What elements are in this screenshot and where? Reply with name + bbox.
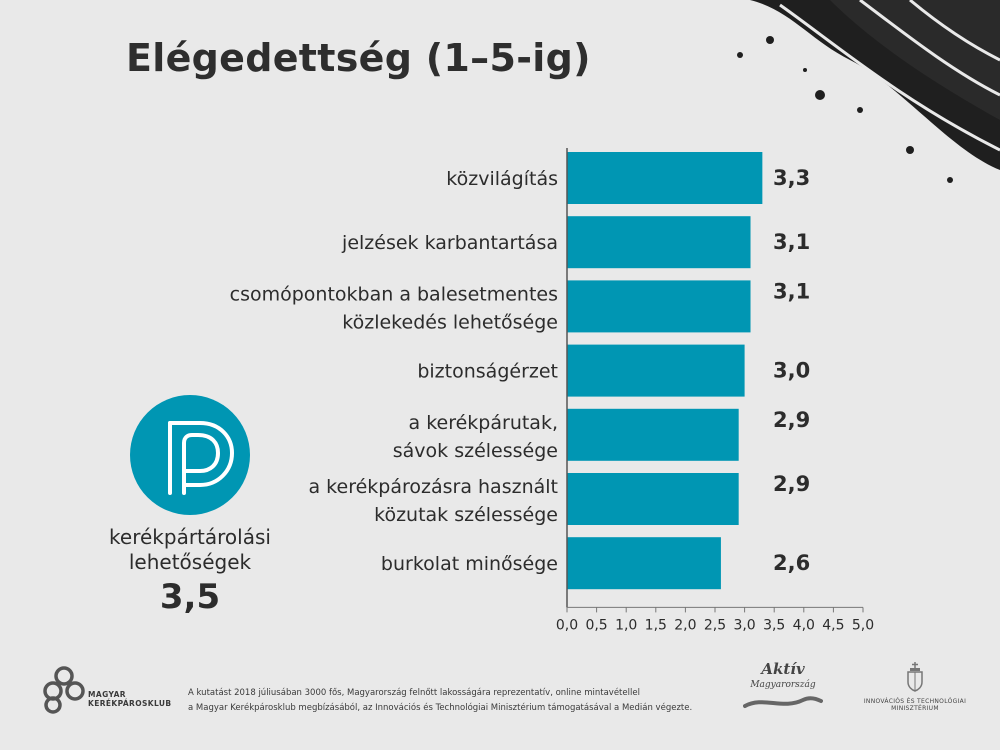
- x-tick-label: 2,5: [704, 617, 726, 633]
- ministry-logo: INNOVÁCIÓS ÉS TECHNOLÓGIAI MINISZTÉRIUM: [860, 662, 970, 712]
- bike-parking-label: kerékpártárolási lehetőségek: [90, 525, 290, 575]
- x-tick-label: 2,0: [674, 617, 696, 633]
- page-title: Elégedettség (1–5-ig): [126, 36, 591, 80]
- bar-value-label: 2,6: [773, 551, 810, 575]
- x-tick-label: 0,5: [585, 617, 607, 633]
- bar: [567, 152, 763, 204]
- survey-note: A kutatást 2018 júliusában 3000 fős, Mag…: [188, 686, 748, 716]
- x-tick-label: 1,5: [645, 617, 667, 633]
- bike-parking-highlight: kerékpártárolási lehetőségek 3,5: [90, 395, 290, 617]
- category-label: közutak szélessége: [374, 504, 558, 526]
- aktiv-swoosh-icon: [743, 696, 823, 708]
- category-label: burkolat minősége: [381, 553, 558, 575]
- x-tick-label: 3,0: [733, 617, 755, 633]
- category-label: közlekedés lehetősége: [342, 311, 558, 333]
- category-label: jelzések karbantartása: [341, 232, 558, 254]
- ministry-name-line: INNOVÁCIÓS ÉS TECHNOLÓGIAI: [863, 698, 967, 705]
- bar: [567, 473, 739, 525]
- survey-note-line: a Magyar Kerékpárosklub megbízásából, az…: [188, 703, 693, 713]
- bar-value-label: 2,9: [773, 408, 810, 432]
- bike-parking-label-line: lehetőségek: [128, 550, 252, 574]
- bar-value-label: 2,9: [773, 472, 810, 496]
- category-label: csomópontokban a balesetmentes: [230, 283, 558, 305]
- bar: [567, 537, 721, 590]
- bar-value-label: 3,3: [773, 166, 810, 190]
- category-label: a kerékpározásra használt: [309, 476, 559, 498]
- kerekparosklub-name: MAGYAR KERÉKPÁROSKLUB: [88, 690, 172, 708]
- x-tick-label: 3,5: [763, 617, 785, 633]
- bar: [567, 280, 751, 333]
- tire-track-decoration: [737, 0, 1000, 183]
- org-line: KERÉKPÁROSKLUB: [88, 699, 172, 708]
- bike-parking-value: 3,5: [159, 577, 221, 617]
- aktiv-title: Aktív: [761, 660, 805, 678]
- bar-value-label: 3,1: [773, 230, 810, 254]
- bar-value-label: 3,0: [773, 359, 810, 383]
- x-tick-label: 5,0: [852, 617, 874, 633]
- aktiv-magyarorszag-logo: Aktív Magyarország: [738, 660, 828, 715]
- bar: [567, 216, 751, 269]
- ministry-name-line: MINISZTÉRIUM: [891, 705, 939, 712]
- x-tick-label: 4,5: [822, 617, 844, 633]
- bar-value-label: 3,1: [773, 279, 810, 303]
- category-label: a kerékpárutak,: [409, 412, 558, 434]
- category-label: biztonságérzet: [417, 361, 558, 383]
- parking-icon: [130, 395, 250, 515]
- ministry-name: INNOVÁCIÓS ÉS TECHNOLÓGIAI MINISZTÉRIUM: [860, 698, 970, 712]
- coat-of-arms-icon: [907, 662, 923, 692]
- survey-note-line: A kutatást 2018 júliusában 3000 fős, Mag…: [188, 688, 640, 698]
- bike-parking-label-line: kerékpártárolási: [109, 525, 271, 549]
- kerekparosklub-logo: [43, 666, 85, 714]
- aktiv-subtitle: Magyarország: [750, 680, 816, 690]
- bar: [567, 408, 739, 461]
- org-line: MAGYAR: [88, 690, 126, 699]
- x-tick-label: 0,0: [556, 617, 578, 633]
- bar: [567, 344, 745, 397]
- x-tick-label: 4,0: [793, 617, 815, 633]
- satisfaction-bar-chart: 3,3 közvilágítás 3,1 jelzések karbantartása…: [230, 148, 874, 633]
- x-tick-label: 1,0: [615, 617, 637, 633]
- category-label: sávok szélessége: [393, 440, 558, 462]
- category-label: közvilágítás: [446, 168, 558, 190]
